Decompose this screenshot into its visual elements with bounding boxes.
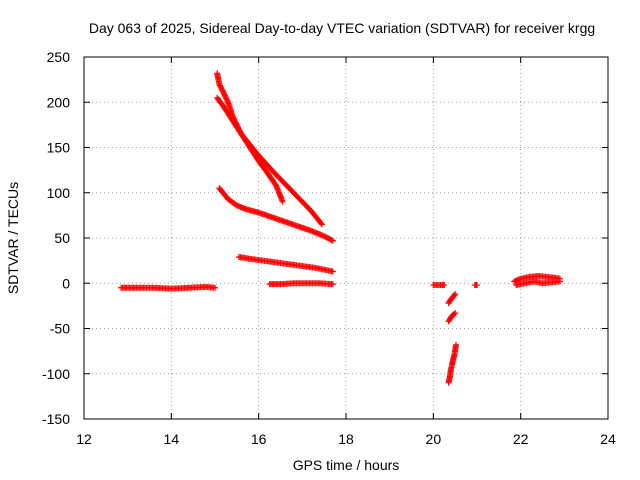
data-point — [329, 237, 336, 244]
data-point — [556, 278, 563, 285]
x-tick-label: 22 — [513, 431, 529, 447]
y-tick-label: 0 — [62, 275, 70, 291]
data-point — [452, 310, 459, 317]
series-track-c — [214, 94, 325, 228]
series-track-f — [266, 280, 336, 288]
data-point — [451, 292, 458, 299]
data-point — [329, 281, 336, 288]
series-track-g — [430, 282, 448, 289]
series-track-h — [445, 291, 459, 307]
y-axis-label: SDTVAR / TECUs — [5, 182, 21, 294]
series-track-b — [214, 70, 286, 205]
data-point — [224, 97, 231, 104]
data-point — [452, 291, 459, 298]
data-point — [279, 198, 286, 205]
data-point — [318, 220, 325, 227]
data-point — [212, 284, 218, 291]
y-tick-label: -150 — [42, 411, 70, 427]
y-tick-label: -50 — [50, 321, 70, 337]
y-tick-label: 150 — [47, 140, 71, 156]
series-track-i — [445, 310, 459, 325]
series-track-d — [216, 185, 336, 244]
x-tick-label: 18 — [338, 431, 354, 447]
chart-title: Day 063 of 2025, Sidereal Day-to-day VTE… — [89, 20, 595, 36]
y-tick-label: 50 — [54, 230, 70, 246]
y-tick-label: 100 — [47, 185, 71, 201]
x-tick-label: 20 — [426, 431, 442, 447]
data-point — [451, 311, 458, 318]
y-tick-label: 250 — [47, 49, 71, 65]
series-track-k — [471, 282, 480, 289]
x-tick-label: 24 — [600, 431, 616, 447]
data-points — [118, 70, 563, 386]
axis-ticks: 12 14 16 18 20 22 24 -150 -100 -50 0 50 100 150 200 250 — [42, 49, 616, 447]
series-track-j — [445, 341, 460, 386]
x-tick-label: 16 — [251, 431, 267, 447]
grid — [84, 57, 608, 419]
data-point — [328, 237, 335, 244]
x-axis-label: GPS time / hours — [293, 457, 400, 473]
data-point — [453, 341, 460, 348]
series-track-m — [513, 278, 563, 289]
data-point — [441, 282, 448, 289]
data-point — [318, 221, 325, 228]
y-tick-label: -100 — [42, 366, 70, 382]
data-point — [329, 268, 336, 275]
series-track-e — [236, 254, 336, 275]
y-tick-label: 200 — [47, 94, 71, 110]
x-tick-label: 12 — [76, 431, 92, 447]
series-track-a — [118, 283, 218, 292]
x-tick-label: 14 — [164, 431, 180, 447]
data-point — [474, 282, 480, 289]
